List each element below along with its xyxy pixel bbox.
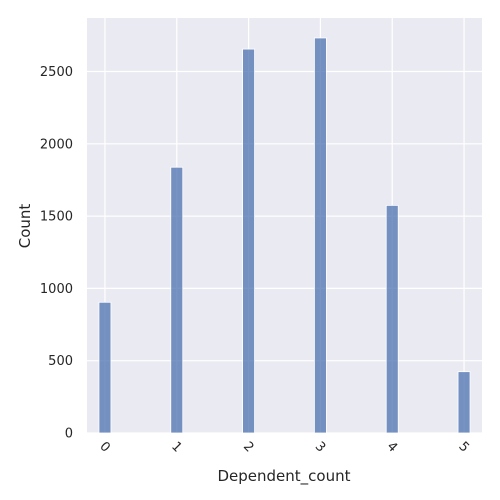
histogram-bar <box>457 371 471 434</box>
y-tick-label: 500 <box>48 354 73 369</box>
histogram-bar <box>242 48 255 434</box>
histogram-bar <box>385 205 399 434</box>
x-tick-label: 4 <box>384 439 400 455</box>
y-tick-label: 2500 <box>40 65 73 80</box>
histogram-bar <box>170 166 184 434</box>
y-axis-label: Count <box>16 204 34 249</box>
x-axis-label: Dependent_count <box>218 467 351 486</box>
histogram-bar <box>98 301 112 434</box>
y-tick-label: 2000 <box>40 137 73 152</box>
x-tick-label: 3 <box>312 439 328 455</box>
y-tick-labels: 0 500 1000 1500 2000 2500 <box>40 65 73 441</box>
y-tick-label: 0 <box>65 427 73 442</box>
x-tick-label: 1 <box>168 439 184 455</box>
histogram-bar <box>314 37 327 434</box>
x-tick-labels: 0 1 2 3 4 5 <box>96 439 472 455</box>
x-tick-label: 5 <box>455 439 471 455</box>
x-tick-label: 2 <box>240 439 256 455</box>
y-tick-label: 1500 <box>40 210 73 225</box>
histogram-bars <box>98 37 471 434</box>
plot-background <box>87 18 482 433</box>
y-tick-label: 1000 <box>40 282 73 297</box>
x-tick-label: 0 <box>96 439 112 455</box>
